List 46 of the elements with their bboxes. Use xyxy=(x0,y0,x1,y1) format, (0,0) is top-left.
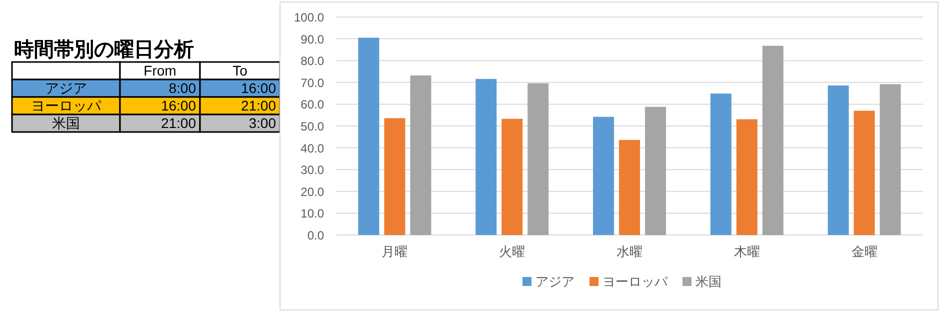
y-tick-label: 70.0 xyxy=(300,76,324,90)
category-label: 米国 xyxy=(52,115,80,131)
bar xyxy=(736,119,758,235)
category-label: アジア xyxy=(45,80,87,96)
bar xyxy=(880,84,901,235)
category-label: ヨーロッパ xyxy=(31,98,102,114)
text: 16:00 xyxy=(160,98,196,114)
bar xyxy=(384,118,406,235)
bar xyxy=(762,46,784,235)
y-tick-label: 40.0 xyxy=(300,141,324,156)
bar xyxy=(619,140,640,235)
legend-label: 米国 xyxy=(696,274,722,289)
text: 16:00 xyxy=(240,80,276,96)
x-tick-label: 木曜 xyxy=(734,244,760,259)
text: From xyxy=(144,62,176,78)
bar xyxy=(645,106,666,235)
y-tick-label: 50.0 xyxy=(300,120,324,134)
bar xyxy=(854,110,875,235)
y-tick-label: 30.0 xyxy=(300,163,324,178)
bar xyxy=(358,38,380,235)
y-tick-label: 100.0 xyxy=(294,10,324,24)
bar xyxy=(410,75,432,235)
text: To xyxy=(232,62,248,78)
text: 8:00 xyxy=(168,80,196,96)
bar xyxy=(528,83,549,235)
y-tick-label: 20.0 xyxy=(300,184,324,199)
text: 21:00 xyxy=(160,115,196,131)
text: 3:00 xyxy=(248,115,276,131)
x-tick-label: 水曜 xyxy=(616,244,642,259)
bar xyxy=(710,94,732,235)
text: 21:00 xyxy=(240,98,276,114)
y-tick-label: 80.0 xyxy=(300,54,324,68)
bar xyxy=(593,116,614,235)
bar xyxy=(502,118,523,235)
y-tick-label: 60.0 xyxy=(300,98,324,112)
bar xyxy=(476,78,497,235)
y-tick-label: 90.0 xyxy=(300,32,324,46)
legend-label: アジア xyxy=(536,274,574,289)
x-tick-label: 火曜 xyxy=(499,244,526,259)
x-tick-label: 月曜 xyxy=(382,244,408,259)
bar xyxy=(828,85,849,235)
x-tick-label: 金曜 xyxy=(851,244,878,259)
y-tick-label: 10.0 xyxy=(300,206,324,221)
y-tick-label: 0.0 xyxy=(307,228,324,242)
text: 時間帯別の曜日分析 xyxy=(14,39,194,61)
legend-label: ヨーロッパ xyxy=(602,274,668,289)
